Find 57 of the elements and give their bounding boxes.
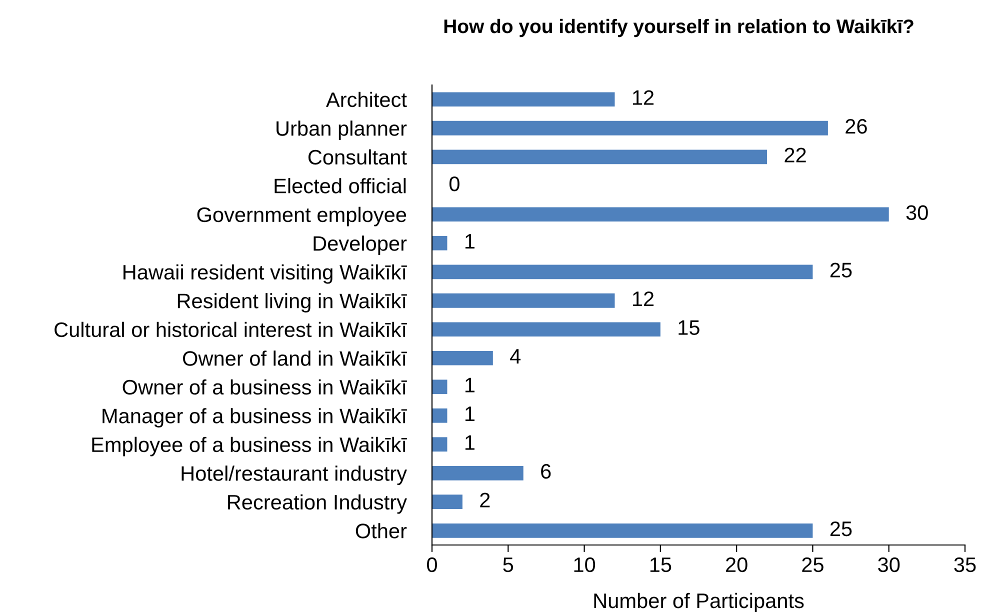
bar — [432, 437, 448, 452]
y-tick-label: Urban planner — [276, 120, 407, 140]
data-label: 30 — [906, 205, 928, 220]
y-tick-label: Other — [356, 523, 407, 538]
bar — [432, 380, 448, 394]
data-label: 12 — [633, 291, 654, 306]
data-label: 15 — [678, 320, 700, 335]
data-label: 4 — [510, 349, 521, 364]
x-tick-label: 20 — [726, 557, 748, 572]
bar — [432, 408, 448, 423]
bar — [432, 466, 524, 480]
x-tick-label: 10 — [574, 557, 596, 572]
bar — [432, 236, 448, 250]
y-tick-label: Recreation Industry — [228, 494, 407, 514]
bar — [432, 207, 889, 222]
x-tick-label: 5 — [503, 558, 514, 572]
y-tick-label: Government employee — [197, 206, 406, 226]
x-tick-label: 30 — [878, 557, 900, 572]
data-label: 25 — [830, 262, 852, 278]
bar — [432, 350, 493, 366]
data-label: 1 — [465, 435, 474, 450]
bar — [432, 322, 660, 337]
data-label: 1 — [465, 406, 474, 422]
y-tick-label: Resident living in Waikīkī — [178, 293, 407, 312]
bar — [432, 523, 813, 538]
y-tick-label: Hawaii resident visiting Waikīkī — [124, 264, 407, 284]
x-tick-label: 0 — [427, 557, 437, 572]
data-label: 2 — [480, 492, 490, 508]
y-tick-label: Owner of a business in Waikīkī — [122, 379, 407, 395]
y-tick-label: Elected official — [274, 178, 406, 194]
bar — [432, 120, 828, 136]
y-tick-label: Owner of land in Waikīkī — [183, 350, 407, 366]
data-label: 25 — [830, 521, 852, 536]
y-tick-label: Manager of a business in Waikīkī — [102, 408, 407, 428]
data-label: 0 — [449, 176, 460, 192]
chart-title: How do you identify yourself in relation to Waikīkī? — [444, 18, 914, 38]
x-tick-label: 25 — [802, 557, 824, 572]
x-axis-title: Number of Participants — [594, 592, 804, 612]
y-tick-label: Cultural or historical interest in Waikīkī — [54, 322, 407, 338]
data-label: 22 — [784, 148, 806, 162]
y-tick-label: Employee of a business in Waikīkī — [92, 436, 407, 456]
y-tick-label: Architect — [326, 92, 407, 108]
data-label: 1 — [465, 234, 474, 249]
y-tick-label: Hotel/restaurant industry — [182, 466, 407, 485]
x-tick-label: 15 — [650, 558, 672, 572]
bar — [432, 264, 813, 280]
bar — [432, 293, 615, 308]
bar — [432, 150, 768, 164]
y-tick-label: Developer — [314, 236, 407, 255]
data-label: 6 — [541, 464, 551, 479]
data-label: 12 — [633, 90, 654, 105]
data-label: 1 — [465, 378, 474, 392]
bar — [432, 92, 615, 107]
y-tick-label: Consultant — [308, 149, 407, 165]
x-tick-label: 35 — [954, 557, 976, 572]
bar — [432, 494, 462, 510]
data-label: 26 — [846, 118, 867, 134]
